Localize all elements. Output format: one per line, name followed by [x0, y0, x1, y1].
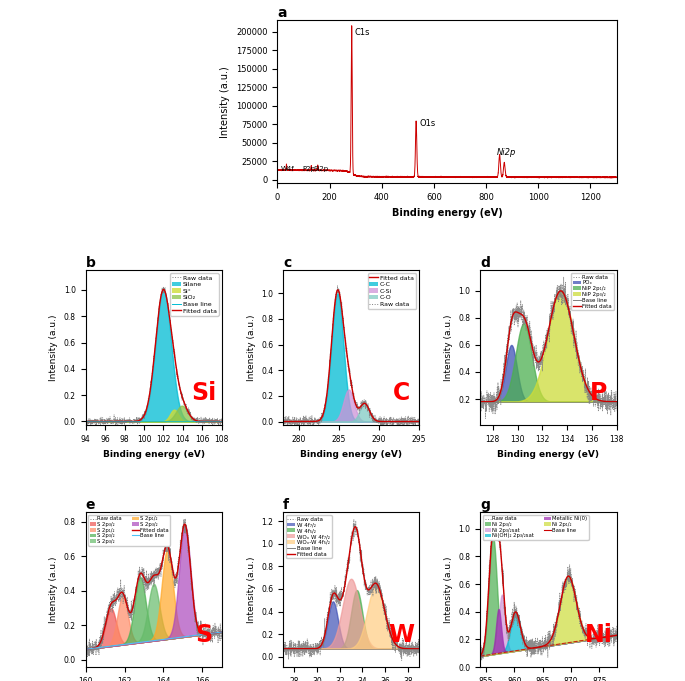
Legend: Raw data, W 4f₇/₂, W 4f₅/₂, WOₓ W 4f₇/₂, WOₓ-W 4f₅/₂, Base line, Fitted data: Raw data, W 4f₇/₂, W 4f₅/₂, WOₓ W 4f₇/₂,…: [286, 515, 332, 558]
X-axis label: Binding energy (eV): Binding energy (eV): [103, 449, 205, 459]
Text: P2p: P2p: [302, 165, 315, 172]
Text: W: W: [388, 623, 414, 647]
Text: a: a: [277, 6, 287, 20]
Text: C1s: C1s: [354, 28, 370, 37]
Text: W4f: W4f: [280, 165, 295, 172]
Legend: Fitted data, C-C, C-Si, C-O, Raw data: Fitted data, C-C, C-Si, C-O, Raw data: [368, 273, 416, 309]
Text: d: d: [480, 256, 490, 270]
Legend: Raw data, POₓ, NiP 2p₁/₂, NiP 2p₃/₂, Base line, Fitted data: Raw data, POₓ, NiP 2p₁/₂, NiP 2p₃/₂, Bas…: [571, 273, 614, 311]
X-axis label: Binding energy (eV): Binding energy (eV): [300, 449, 402, 459]
Y-axis label: Intensity (a.u.): Intensity (a.u.): [221, 66, 230, 138]
Text: g: g: [480, 498, 490, 512]
Y-axis label: Intensity (a.u.): Intensity (a.u.): [444, 315, 453, 381]
Text: Ni2p: Ni2p: [497, 148, 516, 157]
X-axis label: Binding energy (eV): Binding energy (eV): [497, 449, 599, 459]
Y-axis label: Intensity (a.u.): Intensity (a.u.): [247, 315, 256, 381]
Y-axis label: Intensity (a.u.): Intensity (a.u.): [49, 315, 58, 381]
Text: f: f: [283, 498, 289, 512]
Legend: Raw data, Ni 2p₃/₂, Ni 2p₃/₂sat, Ni(OH)₂ 2p₃/₂sat, Metallic Ni(0), Ni 2p₁/₂, Bas: Raw data, Ni 2p₃/₂, Ni 2p₃/₂sat, Ni(OH)₂…: [483, 515, 588, 540]
Legend: Raw data, Silane, Si°, SiO₂, Base line, Fitted data: Raw data, Silane, Si°, SiO₂, Base line, …: [171, 273, 219, 315]
Text: Ni: Ni: [585, 623, 613, 647]
Text: Si2p: Si2p: [313, 165, 329, 172]
Text: S: S: [195, 623, 212, 647]
Text: Si: Si: [191, 381, 216, 405]
Text: b: b: [86, 256, 95, 270]
Text: e: e: [86, 498, 95, 512]
Y-axis label: Intensity (a.u.): Intensity (a.u.): [444, 556, 453, 623]
Text: c: c: [283, 256, 291, 270]
Y-axis label: Intensity (a.u.): Intensity (a.u.): [49, 556, 58, 623]
X-axis label: Binding energy (eV): Binding energy (eV): [392, 208, 502, 218]
Text: P: P: [590, 381, 608, 405]
Text: C: C: [393, 381, 410, 405]
Text: O1s: O1s: [419, 119, 436, 128]
Legend: Raw data, S 2p₃/₂, S 2p₁/₂, S 2p₃/₂, S 2p₃/₂, S 2p₁/₂, S 2p₃/₂, Fitted data, Bas: Raw data, S 2p₃/₂, S 2p₁/₂, S 2p₃/₂, S 2…: [88, 515, 170, 545]
Y-axis label: Intensity (a.u.): Intensity (a.u.): [247, 556, 256, 623]
